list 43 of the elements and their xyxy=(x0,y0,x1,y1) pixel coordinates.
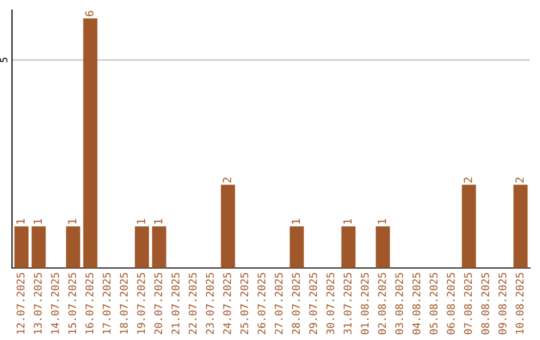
x-tick-label: 02.08.2025 xyxy=(378,273,386,334)
x-tick-label: 24.07.2025 xyxy=(223,273,232,334)
x-tick-label: 27.07.2025 xyxy=(274,273,283,334)
x-tick-label: 16.07.2025 xyxy=(85,273,94,334)
x-tick-label: 04.08.2025 xyxy=(412,273,420,334)
data-label: 1 xyxy=(154,219,162,224)
data-label: 6 xyxy=(85,10,94,16)
x-tick-label: 21.07.2025 xyxy=(172,273,180,334)
x-tick-label: 25.07.2025 xyxy=(240,273,248,334)
x-tick-label: 06.08.2025 xyxy=(446,273,455,334)
x-tick-label: 15.07.2025 xyxy=(68,273,76,334)
x-tick-label: 29.07.2025 xyxy=(309,273,318,334)
x-tick-label: 31.07.2025 xyxy=(344,273,352,334)
x-tick-label: 14.07.2025 xyxy=(51,273,59,334)
data-label: 1 xyxy=(343,219,352,224)
data-label: 2 xyxy=(464,178,472,183)
x-tick-label: 05.08.2025 xyxy=(430,273,438,334)
data-label: 1 xyxy=(68,219,76,224)
x-tick-label: 22.07.2025 xyxy=(188,273,197,334)
data-label: 2 xyxy=(515,178,524,183)
x-tick-label: 12.07.2025 xyxy=(16,273,25,334)
x-tick-label: 26.07.2025 xyxy=(258,273,266,334)
x-tick-label: 23.07.2025 xyxy=(206,273,214,334)
x-tick-label: 17.07.2025 xyxy=(102,273,111,334)
x-tick-label: 28.07.2025 xyxy=(292,273,300,334)
data-label: 1 xyxy=(16,219,25,224)
x-tick-label: 07.08.2025 xyxy=(464,273,472,334)
data-label: 1 xyxy=(136,219,146,224)
x-tick-label: 13.07.2025 xyxy=(34,273,42,334)
x-tick-label: 19.07.2025 xyxy=(137,273,145,334)
x-tick-label: 03.08.2025 xyxy=(395,273,404,334)
data-label: 1 xyxy=(292,219,300,224)
data-label: 2 xyxy=(222,178,232,183)
x-tick-label: 20.07.2025 xyxy=(154,273,162,334)
x-tick-label: 09.08.2025 xyxy=(498,273,506,334)
y-tick-label: 5 xyxy=(0,58,8,62)
data-label: 1 xyxy=(378,219,386,224)
data-label: 1 xyxy=(34,219,42,224)
x-tick-label: 08.08.2025 xyxy=(481,273,490,334)
x-tick-label: 10.08.2025 xyxy=(516,273,524,334)
x-tick-label: 18.07.2025 xyxy=(120,273,128,334)
x-tick-label: 30.07.2025 xyxy=(326,273,334,334)
x-tick-label: 01.08.2025 xyxy=(360,273,369,334)
